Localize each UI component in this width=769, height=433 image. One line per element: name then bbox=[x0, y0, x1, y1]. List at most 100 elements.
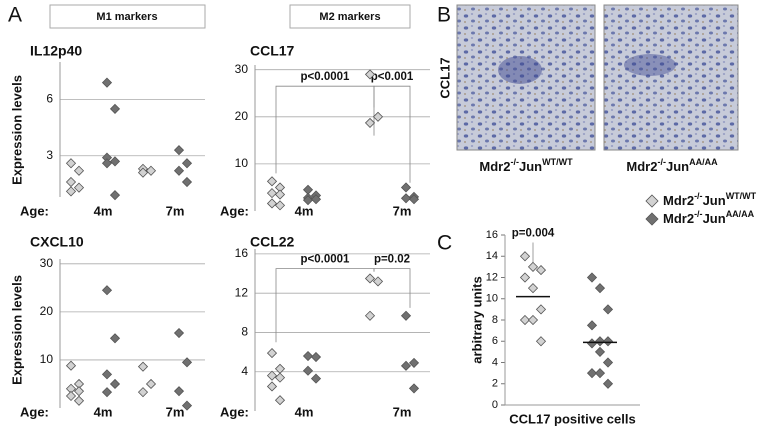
data-point bbox=[602, 304, 614, 315]
x-tick-label: 7m bbox=[393, 203, 412, 218]
y-tick-label: 4 bbox=[241, 364, 248, 378]
genotype-label: Mdr2-/-JunWT/WT bbox=[479, 157, 573, 174]
y-tick-label: 10 bbox=[235, 156, 249, 170]
data-point bbox=[310, 351, 322, 363]
data-point bbox=[594, 336, 606, 347]
data-point bbox=[274, 189, 286, 200]
data-point bbox=[109, 190, 121, 201]
significance-bracket bbox=[275, 268, 375, 343]
data-point bbox=[109, 103, 121, 114]
y-tick-label: 4 bbox=[492, 356, 498, 368]
data-point bbox=[519, 314, 531, 326]
data-point bbox=[101, 77, 113, 88]
data-point bbox=[400, 182, 412, 193]
data-point bbox=[65, 360, 77, 371]
y-tick-label: 3 bbox=[46, 148, 53, 162]
data-point bbox=[535, 336, 547, 347]
data-point bbox=[527, 261, 539, 272]
data-point bbox=[302, 350, 314, 362]
data-point bbox=[73, 182, 85, 193]
data-point bbox=[181, 158, 193, 169]
micrograph bbox=[456, 4, 596, 151]
data-point bbox=[535, 264, 547, 276]
data-point bbox=[594, 368, 606, 379]
p-value: p<0.0001 bbox=[301, 254, 351, 266]
y-tick-label: 20 bbox=[40, 304, 54, 318]
data-point bbox=[65, 186, 77, 197]
data-point bbox=[400, 310, 412, 321]
data-point bbox=[527, 314, 539, 326]
data-point bbox=[408, 357, 420, 368]
genotype-sup: -/- bbox=[510, 157, 519, 167]
data-point bbox=[274, 200, 286, 211]
chart-title: CCL22 bbox=[250, 234, 295, 250]
data-point bbox=[266, 188, 278, 199]
header: M2 markers bbox=[319, 11, 380, 23]
data-point bbox=[101, 387, 113, 398]
x-tick-label: 4m bbox=[295, 404, 314, 419]
data-point bbox=[181, 400, 193, 411]
y-tick-label: 30 bbox=[235, 62, 249, 76]
p-value: p=0.02 bbox=[374, 254, 410, 266]
data-point bbox=[586, 272, 598, 283]
data-point bbox=[408, 194, 420, 205]
genotype-label: Mdr2-/-JunAA/AA bbox=[626, 157, 718, 174]
genotype-sup: AA/AA bbox=[726, 209, 755, 219]
data-point bbox=[65, 176, 77, 188]
data-point bbox=[266, 348, 278, 359]
panel-letter: C bbox=[437, 232, 452, 255]
y-tick-label: 6 bbox=[492, 335, 498, 347]
data-point bbox=[109, 378, 121, 390]
data-point bbox=[364, 310, 376, 321]
header: M1 markers bbox=[96, 11, 157, 23]
y-axis-label: arbitrary units bbox=[469, 276, 484, 363]
significance-bracket bbox=[275, 85, 375, 174]
data-point bbox=[274, 395, 286, 406]
data-point bbox=[109, 156, 121, 167]
data-point bbox=[364, 273, 376, 284]
data-point bbox=[101, 158, 113, 169]
x-tick-label: 7m bbox=[393, 404, 412, 419]
y-tick-label: 2 bbox=[492, 378, 498, 390]
x-axis-label: Age: bbox=[220, 203, 249, 218]
y-tick-label: 8 bbox=[241, 325, 248, 339]
data-point bbox=[137, 167, 149, 178]
data-point bbox=[364, 69, 376, 80]
y-tick-label: 16 bbox=[486, 229, 498, 241]
data-point bbox=[173, 386, 185, 397]
data-point bbox=[173, 327, 185, 339]
panel-letter: A bbox=[8, 4, 22, 27]
genotype-mid: Jun bbox=[519, 159, 542, 174]
y-tick-label: 6 bbox=[46, 92, 53, 106]
y-axis-label: Expression levels bbox=[9, 275, 24, 385]
genotype-base: Mdr2 bbox=[479, 159, 510, 174]
data-point bbox=[266, 198, 278, 209]
chart-title: CXCL10 bbox=[30, 234, 84, 250]
x-tick-label: 4m bbox=[94, 203, 113, 218]
x-axis-label: Age: bbox=[20, 404, 49, 419]
y-tick-label: 20 bbox=[235, 109, 249, 123]
micrograph-detail bbox=[624, 54, 676, 76]
data-point bbox=[137, 361, 149, 372]
data-point bbox=[266, 176, 278, 187]
genotype-mid: Jun bbox=[666, 159, 689, 174]
data-point bbox=[602, 357, 614, 368]
data-point bbox=[101, 369, 113, 380]
data-point bbox=[586, 320, 598, 331]
data-point bbox=[519, 272, 531, 283]
data-point bbox=[535, 304, 547, 315]
y-tick-label: 10 bbox=[40, 352, 54, 366]
genotype-label: Mdr2-/-JunAA/AA bbox=[663, 209, 755, 226]
genotype-mid: Jun bbox=[703, 211, 726, 226]
data-point bbox=[73, 386, 85, 397]
data-point bbox=[145, 378, 157, 390]
data-point bbox=[101, 285, 113, 296]
y-tick-label: 12 bbox=[486, 271, 498, 283]
micrograph bbox=[603, 4, 739, 151]
data-point bbox=[137, 387, 149, 398]
y-tick-label: 30 bbox=[40, 256, 54, 270]
legend-swatch bbox=[645, 212, 659, 226]
header-box bbox=[289, 4, 411, 29]
x-tick-label: 4m bbox=[94, 404, 113, 419]
